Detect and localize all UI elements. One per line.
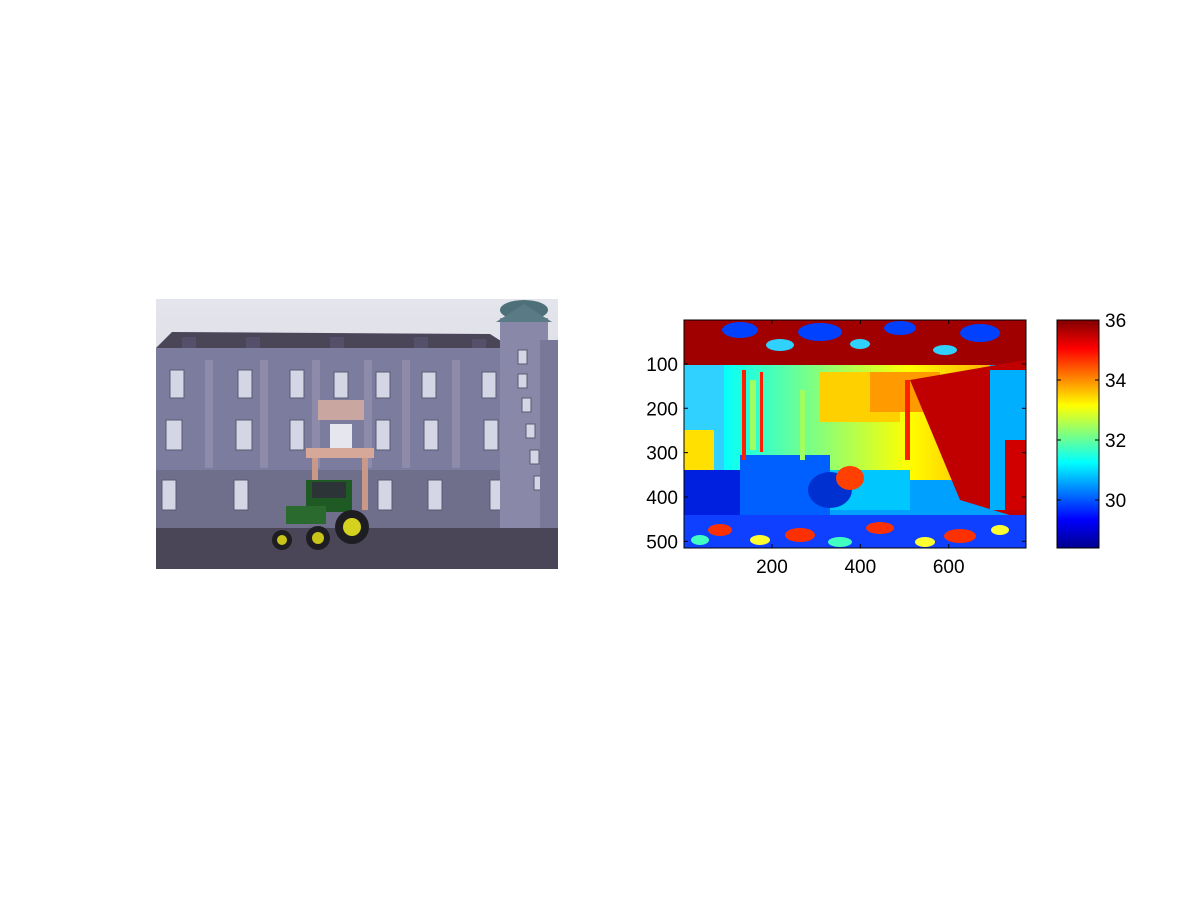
colorbar-tick-label: 32 — [1105, 431, 1126, 452]
colorbar-tick-label: 36 — [1105, 311, 1126, 332]
colorbar-frame — [1056, 319, 1100, 549]
y-tick-label: 300 — [646, 444, 678, 465]
plot-frame — [683, 319, 1027, 549]
y-tick-label: 200 — [646, 399, 678, 420]
x-tick-label: 400 — [844, 557, 876, 578]
y-tick-label: 100 — [646, 355, 678, 376]
x-tick-label: 200 — [756, 557, 788, 578]
y-tick-label: 500 — [646, 532, 678, 553]
building-photo — [156, 299, 558, 569]
tractor-shape — [272, 480, 369, 550]
colorbar: 30 32 34 36 — [1056, 311, 1127, 549]
y-tick-label: 400 — [646, 488, 678, 509]
colorbar-tick-label: 34 — [1105, 371, 1127, 392]
heatmap-plot: 200 400 600 100 200 300 400 500 — [646, 319, 1027, 578]
heatmap-image — [684, 320, 1026, 548]
x-tick-label: 600 — [933, 557, 965, 578]
colorbar-tick-label: 30 — [1105, 491, 1126, 512]
